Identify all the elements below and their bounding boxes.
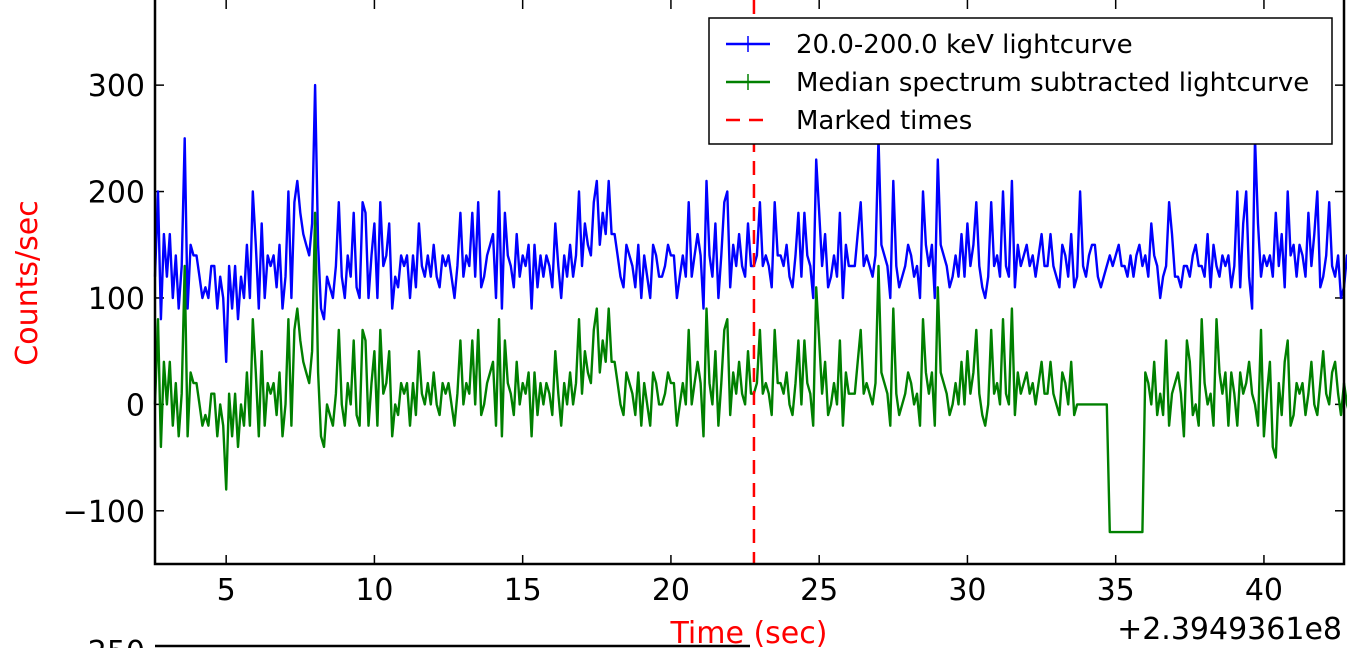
x-tick-labels: 5 10 15 20 25 30 35 40	[217, 573, 1283, 608]
plot-frame	[153, 0, 1346, 566]
x-axis-offset-label: +2.3949361e8	[1117, 612, 1342, 647]
y-tick-label: 0	[126, 388, 145, 423]
legend-label: Marked times	[796, 106, 972, 136]
y-tick-label: 300	[88, 69, 145, 104]
legend: 20.0-200.0 keV lightcurve Median spectrum…	[708, 17, 1333, 145]
x-tick-label: 10	[355, 573, 393, 608]
legend-box	[708, 17, 1333, 145]
y-tick-labels: −100 0 100 200 300	[63, 69, 145, 530]
lower-plot-tick-label: 250	[88, 635, 145, 648]
y-axis-title: Counts/sec	[10, 200, 45, 365]
series-line	[153, 211, 1347, 534]
legend-label: 20.0-200.0 keV lightcurve	[796, 30, 1133, 60]
x-tick-label: 25	[800, 573, 838, 608]
x-tick-label: 15	[504, 573, 542, 608]
y-tick-label: −100	[63, 495, 145, 530]
x-axis-title: Time (sec)	[670, 616, 828, 648]
x-tick-label: 5	[217, 573, 236, 608]
axis-ticks	[155, 0, 1344, 564]
x-tick-label: 30	[948, 573, 986, 608]
x-tick-label: 20	[652, 573, 690, 608]
series-layer	[153, 83, 1347, 534]
y-tick-label: 100	[88, 282, 145, 317]
x-tick-label: 40	[1245, 573, 1283, 608]
y-tick-label: 200	[88, 176, 145, 211]
legend-label: Median spectrum subtracted lightcurve	[796, 68, 1309, 98]
x-tick-label: 35	[1097, 573, 1135, 608]
series-line	[153, 83, 1347, 363]
